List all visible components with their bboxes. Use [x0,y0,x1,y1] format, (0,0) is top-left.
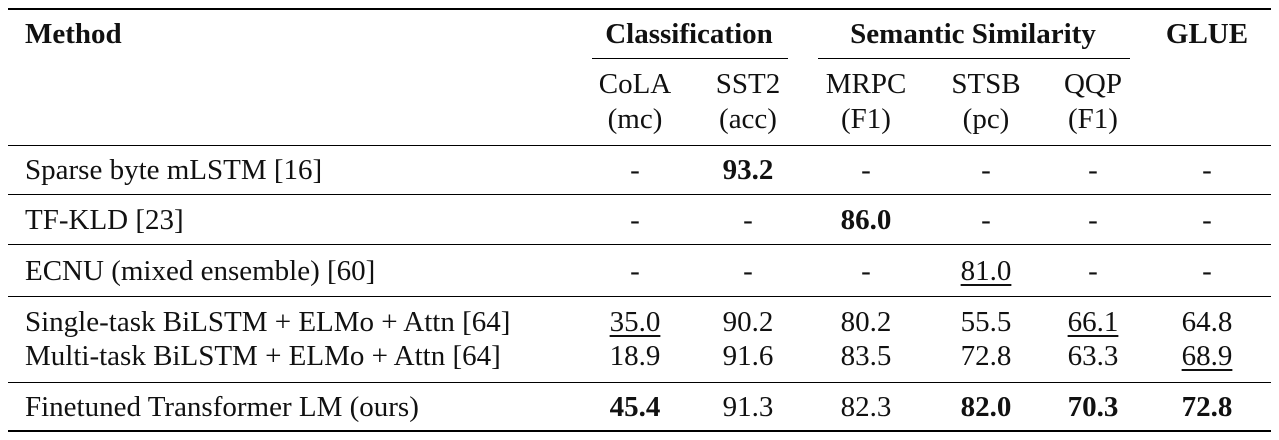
column-metric-sst2: (acc) [719,103,777,135]
table-cell: 35.0 [609,306,661,338]
column-metric-stsb: (pc) [962,103,1010,135]
table-cell: 72.8 [960,340,1012,372]
column-name-sst2: SST2 [715,68,781,100]
table-cell: 86.0 [840,204,892,236]
table-cell: 66.1 [1067,306,1119,338]
classification-header: Classification [605,18,773,50]
row-method: Sparse byte mLSTM [16] [25,154,323,186]
column-metric-qqp: (F1) [1068,103,1118,135]
table-cell: - [1202,154,1212,186]
row-method: Single-task BiLSTM + ELMo + Attn [64] [25,306,511,338]
table-cell: - [630,204,640,236]
table-cell: - [1202,204,1212,236]
table-cell: 55.5 [960,306,1012,338]
table-cell: - [743,204,753,236]
row-rule-4 [8,382,1271,383]
column-name-stsb: STSB [951,68,1021,100]
row-rule-1 [8,194,1271,195]
semantic-similarity-header: Semantic Similarity [850,18,1096,50]
row-method: Finetuned Transformer LM (ours) [25,391,419,423]
table-cell: 18.9 [609,340,661,372]
column-name-mrpc: MRPC [825,68,907,100]
table-cell: 82.3 [840,391,892,423]
table-cell: 93.2 [722,154,774,186]
table-cell: 63.3 [1067,340,1119,372]
row-rule-3 [8,296,1271,297]
semantic-similarity-cmidrule [818,58,1130,59]
table-cell: - [743,255,753,287]
table-cell: 83.5 [840,340,892,372]
table-cell: - [861,255,871,287]
table-cell: - [981,204,991,236]
row-method: ECNU (mixed ensemble) [60] [25,255,376,287]
table-cell: 70.3 [1067,391,1119,423]
table-cell: 80.2 [840,306,892,338]
column-metric-cola: (mc) [607,103,663,135]
table-cell: - [1088,204,1098,236]
table-cell: - [630,154,640,186]
table-cell: - [981,154,991,186]
bottom-rule [8,430,1271,432]
table-cell: 68.9 [1181,340,1233,372]
table-cell: - [1202,255,1212,287]
top-rule [8,8,1271,10]
table-cell: 90.2 [722,306,774,338]
table-cell: 82.0 [960,391,1012,423]
table-cell: 45.4 [609,391,661,423]
table-cell: 91.6 [722,340,774,372]
table-cell: 72.8 [1181,391,1233,423]
column-metric-mrpc: (F1) [841,103,891,135]
table-cell: - [630,255,640,287]
table-cell: 91.3 [722,391,774,423]
glue-header: GLUE [1165,18,1249,50]
column-name-cola: CoLA [598,68,672,100]
table-cell: 64.8 [1181,306,1233,338]
classification-cmidrule [592,58,788,59]
table-cell: - [861,154,871,186]
row-rule-2 [8,244,1271,245]
table-cell: - [1088,154,1098,186]
table-cell: - [1088,255,1098,287]
column-name-qqp: QQP [1063,68,1123,100]
row-method: Multi-task BiLSTM + ELMo + Attn [64] [25,340,501,372]
method-header: Method [25,18,122,50]
header-rule [8,145,1271,146]
row-method: TF-KLD [23] [25,204,184,236]
table-cell: 81.0 [960,255,1012,287]
